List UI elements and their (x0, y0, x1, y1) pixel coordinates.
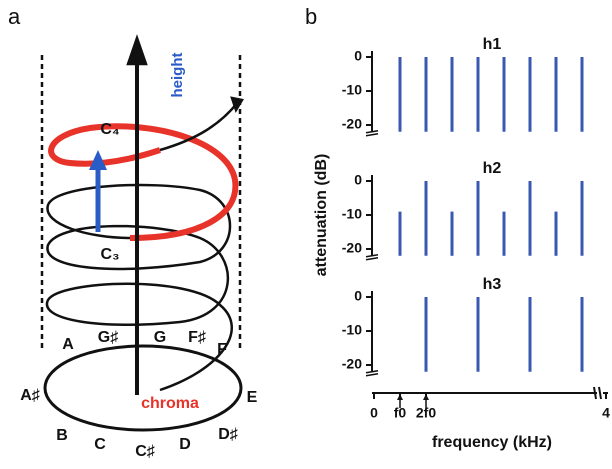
panel-label: b (305, 4, 317, 29)
y-tick-label: 0 (354, 48, 362, 64)
note-label: F♯ (188, 329, 206, 346)
panel-a (40, 34, 244, 432)
note-label: D (179, 436, 191, 453)
chart-title: h2 (483, 160, 502, 177)
note-label: C♯ (135, 443, 155, 460)
note-label: C (94, 436, 106, 453)
note-label: A (62, 336, 74, 353)
x-tick-label: f0 (394, 405, 407, 421)
chart-title: h3 (483, 276, 502, 293)
panel-label: a (8, 4, 21, 29)
y-tick-label: 0 (354, 288, 362, 304)
axis-break (365, 130, 379, 134)
spiral-end (159, 101, 239, 152)
x-tick-label: 0 (370, 405, 378, 421)
note-label: C₃ (101, 246, 120, 263)
x-axis-label: frequency (kHz) (432, 434, 552, 451)
arrow-head (423, 394, 429, 400)
note-label: B (56, 427, 68, 444)
note-label: G (154, 329, 166, 346)
y-tick-label: -20 (342, 356, 362, 372)
note-label: D♯ (218, 426, 238, 443)
axis-break (365, 133, 379, 137)
y-tick-label: -10 (342, 206, 362, 222)
y-tick-label: -10 (342, 322, 362, 338)
x-tick-label: 4 (602, 405, 610, 421)
axis-break (593, 386, 597, 400)
chroma-label: chroma (141, 395, 199, 412)
spiral-red (48, 123, 239, 241)
arrow-head (126, 34, 148, 66)
note-label: G♯ (98, 329, 118, 346)
axis-break (365, 254, 379, 258)
y-tick-label: -20 (342, 116, 362, 132)
arrow-head (397, 394, 403, 400)
y-tick-label: -10 (342, 82, 362, 98)
x-tick-label: 2f0 (416, 405, 436, 421)
chart-title: h1 (483, 36, 502, 53)
height-label: height (169, 53, 186, 98)
spiral-base (43, 344, 243, 432)
panel-b-axes (372, 386, 608, 400)
note-label: E (247, 389, 258, 406)
axis-break (365, 257, 379, 261)
arrow-head (230, 96, 244, 113)
axis-break (365, 370, 379, 374)
note-label: C₄ (100, 121, 119, 138)
y-tick-label: -20 (342, 240, 362, 256)
arrow-head (89, 150, 107, 170)
axis-break (365, 373, 379, 377)
note-label: A♯ (20, 387, 40, 404)
note-label: F (217, 341, 227, 358)
y-tick-label: 0 (354, 172, 362, 188)
axis-break (598, 386, 602, 400)
y-axis-label: attenuation (dB) (313, 154, 330, 277)
